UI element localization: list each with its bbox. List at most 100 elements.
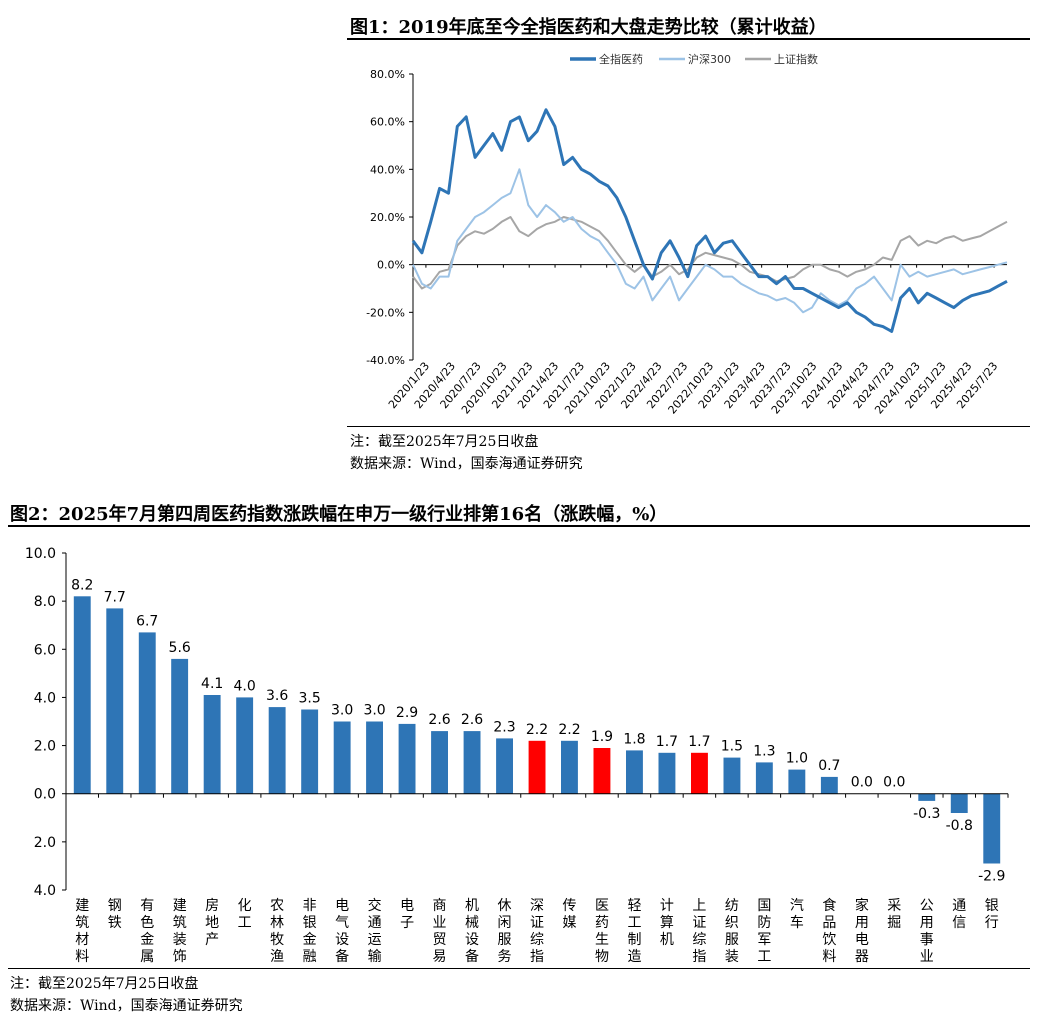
category-label-char: 筑 [173,915,187,931]
category-label-char: 气 [335,915,349,931]
category-label-char: 品 [822,915,836,931]
y-tick-label: 4.0 [34,883,56,899]
bar [658,752,676,794]
legend-label: 上证指数 [774,52,818,66]
category-label-char: 用 [920,915,934,931]
category-label-char: 公 [920,898,934,914]
category-label-char: 建 [75,898,89,914]
category-label-char: 子 [400,915,414,931]
bar-value-label: 6.7 [136,613,158,629]
category-label-char: 色 [140,914,154,931]
bar [73,596,91,794]
bar [723,757,741,794]
y-tick-label: 40.0% [370,163,405,176]
bar-value-label: 4.0 [234,678,256,694]
category-label-char: 商 [433,898,447,914]
category-label-char: 工 [757,949,771,965]
category-label-char: 织 [725,915,739,931]
category-label-char: 信 [952,915,966,931]
category-label-char: 产 [205,932,219,948]
category-label-char: 轻 [627,898,641,914]
bar [561,740,578,794]
category-label-char: 材 [75,932,89,948]
category-label-char: 上 [692,898,706,914]
category-label-char: 化 [238,898,252,914]
bar-value-label: 2.9 [396,705,418,721]
category-label-char: 备 [465,948,479,965]
bar-value-label: 3.6 [266,688,288,704]
bar-value-label: 0.7 [818,758,840,774]
category-label-char: 传 [562,898,576,914]
figure2-note: 注：截至2025年7月25日收盘 [10,976,199,992]
category-label-char: 算 [660,915,674,931]
category-label-char: 器 [855,949,869,965]
bar-value-label: 1.7 [656,734,678,750]
bar [171,658,189,794]
category-label-char: 证 [530,915,544,931]
category-label-char: 计 [660,898,674,914]
y-tick-label: -40.0% [366,354,405,367]
category-label-char: 证 [692,915,706,931]
bar [626,750,643,794]
figure2-title-rule [8,525,1030,527]
category-label-char: 装 [173,932,187,948]
category-label-char: 贸 [433,932,447,948]
figure1-title-rule [347,38,1030,40]
category-label-char: 铁 [108,915,122,931]
category-label-char: 金 [140,932,154,948]
category-label-char: 设 [465,932,479,948]
category-label-char: 闲 [498,915,512,931]
bar [203,695,221,794]
bar-value-label: 2.2 [526,722,548,738]
category-label-char: 运 [368,932,382,948]
bar [691,752,708,794]
bar [593,748,611,794]
category-label-char: 械 [465,915,479,931]
bar-value-label: 4.1 [201,676,223,692]
bar-value-label: 5.6 [169,640,191,656]
category-label-char: 融 [303,949,317,965]
y-tick-label: 80.0% [370,68,405,81]
y-tick-label: -20.0% [366,306,405,319]
category-label-char: 料 [75,949,89,965]
figure2-title: 图2：2025年7月第四周医药指数涨跌幅在申万一级行业排第16名（涨跌幅，%） [10,504,668,525]
bar [138,632,156,794]
line-chart: 80.0%60.0%40.0%20.0%0.0%-20.0%-40.0%2020… [366,52,1008,417]
y-tick-label: 2.0 [34,835,56,851]
category-label-char: 服 [498,932,512,948]
category-label-char: 行 [985,915,999,931]
category-label-char: 装 [725,949,739,965]
category-label-char: 工 [627,915,641,931]
category-label-char: 指 [692,949,706,965]
category-label-char: 通 [368,915,382,931]
figure1-source: 数据来源：Wind，国泰海通证券研究 [350,456,583,472]
category-label-char: 农 [270,898,284,914]
bar-value-label: 3.5 [298,690,320,706]
category-label-char: 备 [335,948,349,965]
bar-value-label: 1.9 [591,729,613,745]
category-label-char: 国 [757,898,771,914]
y-tick-label: 2.0 [34,739,56,755]
category-label-char: 汽 [790,898,804,914]
series-line-2 [412,168,1008,314]
y-tick-label: 60.0% [370,116,405,129]
bar [918,793,936,801]
category-label-char: 筑 [75,915,89,931]
y-tick-label: 0.0% [377,259,405,272]
category-label-char: 指 [530,949,544,965]
category-label-char: 电 [400,898,414,914]
category-label-char: 业 [433,915,447,931]
category-label-char: 生 [595,932,609,948]
category-label-char: 药 [595,915,609,931]
category-label-char: 休 [498,898,512,914]
category-label-char: 用 [855,915,869,931]
category-label-char: 军 [757,932,771,948]
bar [496,738,513,794]
bar [366,721,383,794]
category-label-char: 交 [368,897,382,914]
bar [236,697,254,794]
category-label-char: 建 [173,898,187,914]
y-tick-label: 0.0 [34,787,56,803]
category-label-char: 医 [595,898,609,914]
